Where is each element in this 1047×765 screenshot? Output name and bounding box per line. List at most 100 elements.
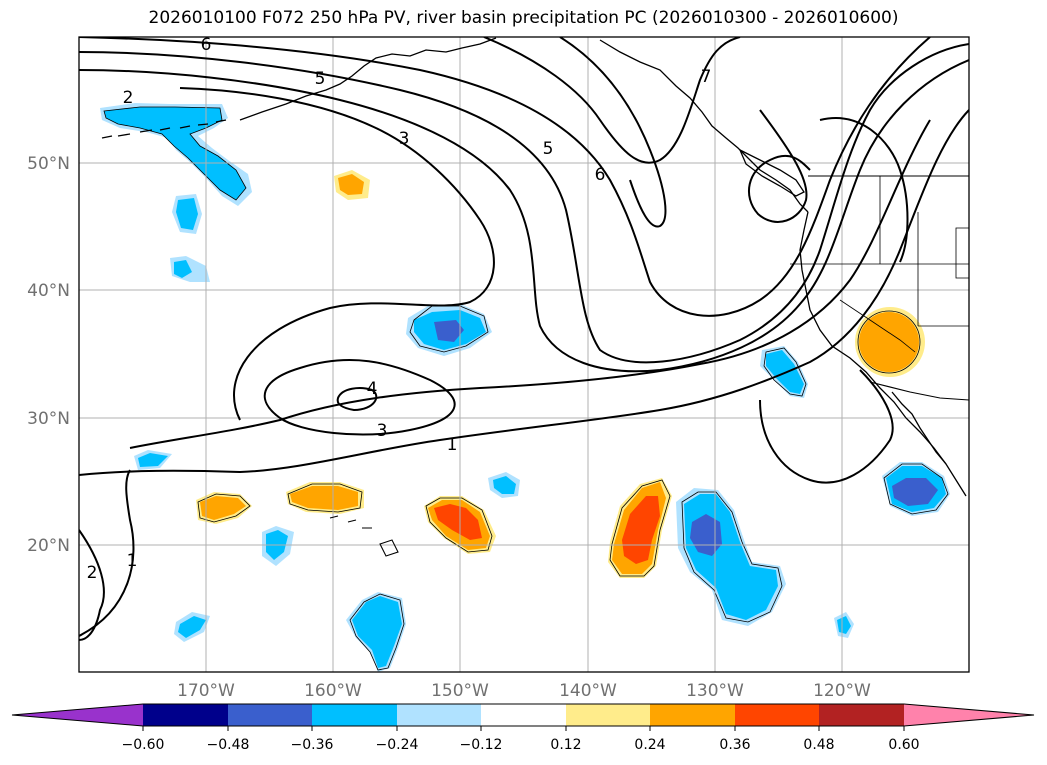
colorbar-tick-label-10: 0.60 [888,737,919,753]
contour-label-3: 2 [123,88,134,108]
lon-label-130: 130°W [686,681,744,701]
colorbar-bin-6 [566,704,650,726]
precip-blob-10-core [178,616,206,638]
outline-pos-6 [857,310,921,374]
pacific-northwest-coast [799,211,967,497]
outline-aleutian [103,106,247,201]
state-border-2 [839,299,916,353]
colorbar-bin-9 [819,704,904,726]
negative-precip-shading [100,103,950,672]
contour-label-5: 5 [543,139,554,159]
colorbar-tick-label-5: −0.12 [460,737,503,753]
lon-label-140: 140°W [559,681,617,701]
outline-blob-5 [763,347,807,397]
colorbar-bin-3 [312,704,397,726]
outline-pos-3 [287,483,363,513]
pv-contour-9 [483,37,741,164]
pv-contour-2 [129,119,931,449]
precip-blob-4-core [434,320,464,342]
colorbar-bin-5 [481,704,566,726]
pv-contour-5 [179,87,495,421]
colorbar-extend-max [904,704,1034,726]
contour-label-6: 6 [595,165,606,185]
pv-contour-10 [559,37,667,228]
colorbar: −0.60 −0.48 −0.36 −0.24 −0.12 0.12 0.24 … [11,703,1035,753]
map-frame [78,36,970,673]
contour-label-4: 3 [399,129,410,149]
colorbar-tick-label-9: 0.48 [803,737,834,753]
contour-label-11: 2 [87,563,98,583]
precip-blob-8-core [352,596,402,668]
colorbar-bin-1 [143,704,228,726]
lon-label-170: 170°W [177,681,235,701]
pv-contour-14 [759,369,894,484]
lat-label-30: 30°N [27,409,70,429]
precip-blob-pos-3-core [290,486,358,510]
pv-contour-3 [263,359,456,436]
precip-blob-pos-2-core [200,496,246,520]
precip-blob-aleutian-core [104,107,246,200]
precip-blob-pos-5-core [622,496,660,564]
pv-contour-1 [79,109,969,476]
contour-labels: 6 5 2 3 5 6 7 4 3 1 2 1 [87,35,712,583]
outline-pos-4 [425,497,493,553]
contour-label-12: 1 [127,551,138,571]
mexico-border [869,381,969,401]
outline-pos-5 [609,479,671,577]
precip-blob-11-core [138,453,168,467]
contour-label-10: 1 [447,435,458,455]
outline-pos-2 [197,493,251,523]
precip-blob-pos-6-core [859,312,919,372]
precip-blob-pos-4-core [434,504,482,540]
latitude-labels: 50°N 40°N 30°N 20°N [27,154,70,556]
colorbar-tick-label-3: −0.36 [291,737,334,753]
pv-contour-12 [79,529,105,641]
lat-label-40: 40°N [27,281,70,301]
precip-blob-6-core [892,478,938,506]
contour-label-9: 3 [377,421,388,441]
pv-contour-6 [79,59,969,373]
pv-contour-13 [79,469,135,637]
colorbar-bin-2 [228,704,312,726]
colorbar-bin-8 [735,704,819,726]
map-panel: 6 5 2 3 5 6 7 4 3 1 2 1 [79,35,969,672]
colorbar-tick-label-8: 0.36 [719,737,750,753]
precip-blob-12-core [493,476,516,494]
outline-blob-6 [883,463,949,515]
contour-label-7: 7 [701,67,712,87]
precip-blob-3-core [174,260,192,278]
contour-label-8: 4 [367,379,378,399]
pv-contour-8 [79,37,931,317]
pv-contour-7 [79,43,969,364]
gridlines [79,37,969,672]
colorbar-tick-label-6: 0.12 [550,737,581,753]
state-border-5 [955,227,969,279]
pv-contour-4 [336,387,378,412]
lat-label-50: 50°N [27,154,70,174]
colorbar-tick-label-2: −0.48 [207,737,250,753]
colorbar-tick-label-4: −0.24 [376,737,419,753]
alaska-panhandle [599,39,809,213]
colorbar-bin-7 [650,704,735,726]
precip-blob-pos-1-core [338,174,364,195]
colorbar-tick-label-7: 0.24 [634,737,665,753]
colorbar-bin-4 [397,704,481,726]
vancouver-island [738,148,805,197]
precip-blob-13-core [837,616,851,634]
state-border-4 [879,176,919,326]
map-title: 2026010100 F072 250 hPa PV, river basin … [148,8,899,28]
pv-contour-11 [748,109,811,223]
lon-label-150: 150°W [431,681,489,701]
outline-blob-7 [681,491,783,623]
lon-label-160: 160°W [304,681,362,701]
lon-label-120: 120°W [813,681,871,701]
contour-label-1: 6 [201,35,212,55]
colorbar-extend-min [12,704,143,726]
positive-precip-shading [196,170,925,578]
contour-label-2: 5 [315,69,326,89]
aleutian-islands [101,119,227,139]
pv-contours [79,37,969,641]
precip-blob-2-core [176,198,198,230]
hawaii-islands [329,515,399,557]
